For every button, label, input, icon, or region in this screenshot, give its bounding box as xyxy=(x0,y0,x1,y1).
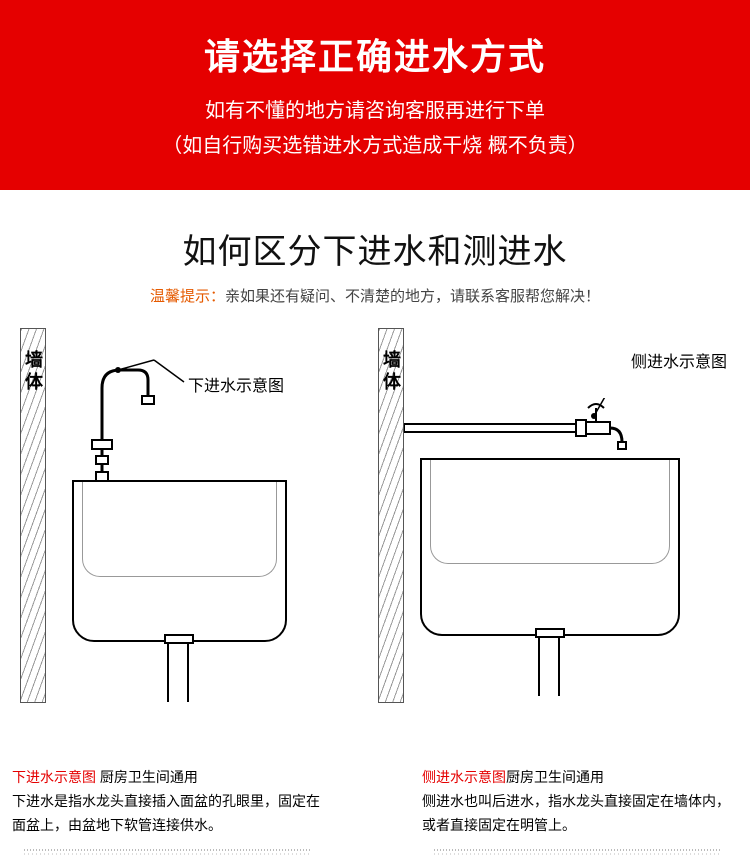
wall-label-left: 墙体 xyxy=(20,350,46,394)
banner-line1: 如有不懂的地方请咨询客服再进行下单 xyxy=(20,94,730,123)
basin-right xyxy=(420,458,680,636)
tip-line: 温馨提示：亲如果还有疑问、不清楚的地方，请联系客服帮您解决！ xyxy=(0,285,750,306)
tip-label: 温馨提示： xyxy=(150,288,225,305)
faucet-bottom-icon xyxy=(82,358,202,488)
diagram-side-inlet: 墙体 侧进水示意图 xyxy=(378,328,738,738)
banner-line2: （如自行购买选错进水方式造成干烧 概不负责） xyxy=(20,129,730,158)
desc-side-inlet: 侧进水示意图厨房卫生间通用 侧进水也叫后进水，指水龙头直接固定在墙体内，或者直接… xyxy=(422,766,732,837)
wall-right: 墙体 xyxy=(378,328,404,703)
diagrams-row: 墙体 下进水示意图 墙体 xyxy=(0,328,750,738)
divider-left xyxy=(24,849,310,855)
warning-banner: 请选择正确进水方式 如有不懂的地方请咨询客服再进行下单 （如自行购买选错进水方式… xyxy=(0,0,750,190)
desc-left-body: 下进水是指水龙头直接插入面盆的孔眼里，固定在面盆上，由盆地下软管连接供水。 xyxy=(12,793,320,833)
drain-left xyxy=(167,642,189,702)
callout-bottom-inlet: 下进水示意图 xyxy=(188,372,284,396)
dividers-row xyxy=(0,845,750,855)
banner-title: 请选择正确进水方式 xyxy=(20,28,730,80)
desc-right-title-red: 侧进水示意图 xyxy=(422,769,506,785)
desc-left-title-red: 下进水示意图 xyxy=(12,769,96,785)
desc-right-title-black: 厨房卫生间通用 xyxy=(506,769,604,785)
desc-bottom-inlet: 下进水示意图 厨房卫生间通用 下进水是指水龙头直接插入面盆的孔眼里，固定在面盆上… xyxy=(12,766,322,837)
tip-text: 亲如果还有疑问、不清楚的地方，请联系客服帮您解决！ xyxy=(225,288,600,305)
basin-left xyxy=(72,480,287,642)
drain-right xyxy=(538,636,560,696)
desc-left-title-black: 厨房卫生间通用 xyxy=(96,769,198,785)
wall-left: 墙体 xyxy=(20,328,46,703)
callout-side-inlet: 侧进水示意图 xyxy=(631,348,727,372)
diagram-bottom-inlet: 墙体 下进水示意图 xyxy=(12,328,352,738)
descriptions: 下进水示意图 厨房卫生间通用 下进水是指水龙头直接插入面盆的孔眼里，固定在面盆上… xyxy=(0,766,750,845)
section-title: 如何区分下进水和测进水 xyxy=(0,224,750,273)
desc-right-body: 侧进水也叫后进水，指水龙头直接固定在墙体内，或者直接固定在明管上。 xyxy=(422,793,730,833)
wall-label-right: 墙体 xyxy=(378,350,404,394)
divider-right xyxy=(434,849,720,855)
faucet-side-icon xyxy=(404,398,654,458)
